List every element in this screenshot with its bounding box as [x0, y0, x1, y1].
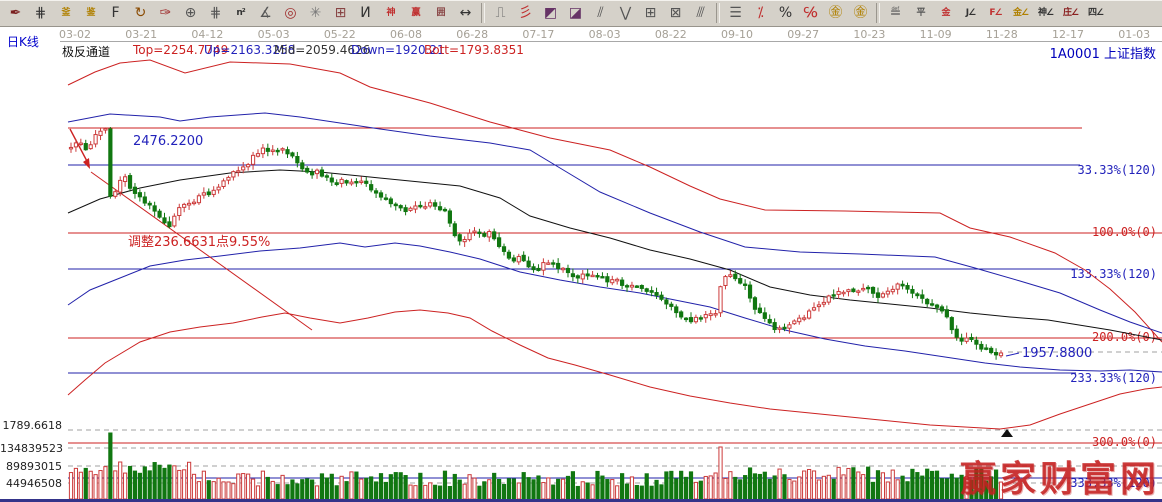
- wave-marker-icon[interactable]: И: [360, 4, 371, 21]
- date-label: 06-08: [390, 28, 422, 41]
- percent-level-label: 333.33%(120): [1070, 476, 1157, 490]
- percent-line-icon[interactable]: ⁒: [757, 4, 764, 21]
- spiral-icon[interactable]: ↻: [134, 4, 147, 21]
- toolbar-separator: [716, 3, 720, 23]
- percent-level-label: 200.0%(0): [1092, 330, 1157, 344]
- marker-pen-icon[interactable]: ✑: [159, 4, 172, 21]
- parallel-lines-icon[interactable]: ⫽: [597, 4, 604, 21]
- toolbar: ✒ ⋕ 釜 鉴 F ↻ ✑ ⊕ ⋕ n² ∡ ◎ ✳ ⊞ И 神 赢 囲 ↔ ⎍ 彡 ◩ ◪ ⫽ ⋁ ⊞ ⊠ ⫻ ☰ ⁒% ℅ ㊎㊎ ≝ 平 金 J∠…: [0, 0, 1162, 27]
- slant-lines-icon[interactable]: ⫻: [696, 4, 705, 21]
- j-angle-icon[interactable]: J∠: [965, 7, 976, 18]
- date-label: 07-17: [522, 28, 555, 41]
- watermark: 赢家财富网: [959, 458, 1160, 500]
- shen-angle-icon[interactable]: 神∠: [1037, 7, 1054, 18]
- date-label: 10-23: [853, 28, 886, 41]
- date-label: 04-12: [191, 28, 224, 41]
- percent-level-label: 100.0%(0): [1092, 225, 1157, 239]
- date-label: 01-03: [1118, 28, 1151, 41]
- signal-triangle-marker: [1001, 429, 1013, 437]
- boxed-grid-icon[interactable]: 囲: [436, 7, 445, 18]
- horizontal-span-icon[interactable]: ↔: [459, 4, 472, 21]
- measure-ruler-icon[interactable]: ☰: [729, 4, 742, 21]
- grid-icon[interactable]: ⊞: [644, 4, 657, 21]
- date-label: 09-10: [721, 28, 753, 41]
- period-label: 日K线: [7, 35, 39, 49]
- gold-circle2-icon[interactable]: ㊎: [853, 4, 868, 21]
- ying-tool-icon[interactable]: 赢: [411, 7, 420, 18]
- indicator-top: Top=2254.7749: [133, 43, 229, 57]
- date-label: 08-03: [588, 28, 621, 41]
- volume-scale-label-3: 44946508: [6, 477, 62, 490]
- gann-fan-box-icon[interactable]: ◩: [543, 4, 558, 21]
- f-tool-icon[interactable]: F: [111, 4, 120, 21]
- gold-mirror-icon[interactable]: 鉴: [86, 7, 95, 18]
- toolbar-separator: [876, 3, 880, 23]
- gold-circle-icon[interactable]: ㊎: [828, 4, 843, 21]
- date-axis: 03-02 03-21 04-12 05-03 05-22 06-08 06-28 07-17…: [0, 28, 1162, 41]
- web-grid-icon[interactable]: ⊞: [334, 4, 347, 21]
- indicator-down: Down=1920.21: [351, 43, 445, 57]
- hatch-lines-icon[interactable]: ⋕: [34, 4, 47, 21]
- last-price-label: 1957.8800: [1022, 346, 1092, 361]
- indicator-mid: Mid=2059.4626: [274, 43, 371, 57]
- date-label: 11-09: [919, 28, 952, 41]
- frame-tool-icon[interactable]: ⎍: [495, 4, 506, 21]
- date-label: 06-28: [456, 28, 489, 41]
- angle-tool-icon[interactable]: ∡: [259, 4, 272, 21]
- date-label: 12-17: [1052, 28, 1084, 41]
- percent-level-label: 33.33%(120): [1078, 163, 1157, 177]
- indicator-name: 极反通道: [62, 45, 111, 59]
- peak-price-label: 2476.2200: [133, 134, 203, 149]
- gold-angle-icon[interactable]: 金∠: [1012, 7, 1029, 18]
- percent-level-label: 300.0%(0): [1092, 435, 1157, 449]
- shen-tool-icon[interactable]: 神: [386, 7, 395, 18]
- volume-scale-label-1: 134839523: [0, 442, 63, 455]
- percent-level-label: 133.33%(120): [1070, 267, 1157, 281]
- f-angle-icon[interactable]: F∠: [989, 7, 1002, 18]
- grid-arrow-icon[interactable]: ⊠: [669, 4, 682, 21]
- list-pen-icon[interactable]: ≝: [889, 4, 902, 21]
- balance-wave-icon[interactable]: 平: [916, 7, 925, 18]
- gold-pot-icon[interactable]: 釜: [61, 7, 70, 18]
- chart-top-border: [60, 41, 1162, 42]
- percent-icon[interactable]: %: [778, 4, 793, 21]
- gold-underline-icon[interactable]: 金: [941, 7, 950, 18]
- toolbar-separator: [481, 3, 485, 23]
- gann-star-icon[interactable]: ✳: [309, 4, 322, 21]
- ruler-lines-icon[interactable]: ⋕: [209, 4, 222, 21]
- si-angle-icon[interactable]: 四∠: [1087, 7, 1104, 18]
- symbol-label: 1A0001 上证指数: [1049, 47, 1156, 62]
- correction-label: 调整236.6631点9.55%: [128, 235, 270, 250]
- zigzag-icon[interactable]: ⋁: [619, 4, 632, 21]
- pen-tool-icon[interactable]: ✒: [9, 4, 22, 21]
- gann-fan-solid-icon[interactable]: ◪: [568, 4, 583, 21]
- bottom-border: [0, 499, 1162, 502]
- indicator-bott: Bott=1793.8351: [424, 43, 524, 57]
- date-label: 05-22: [323, 28, 356, 41]
- date-label: 05-03: [257, 28, 290, 41]
- percent-retrace-icon[interactable]: ℅: [803, 4, 818, 21]
- zhuang-angle-icon[interactable]: 庄∠: [1062, 7, 1079, 18]
- date-label: 03-21: [125, 28, 158, 41]
- date-label: 03-02: [59, 28, 91, 41]
- fan-lines-icon[interactable]: 彡: [518, 4, 533, 21]
- indicator-up: Up=2163.3258: [204, 43, 296, 57]
- target-icon[interactable]: ◎: [284, 4, 297, 21]
- date-label: 11-28: [985, 28, 1018, 41]
- n-squared-icon[interactable]: n²: [236, 7, 245, 18]
- date-label: 08-22: [654, 28, 687, 41]
- volume-scale-label-2: 89893015: [6, 460, 62, 473]
- gann-circle-icon[interactable]: ⊕: [184, 4, 197, 21]
- price-scale-label: 1789.6618: [2, 419, 63, 432]
- date-label: 09-27: [787, 28, 820, 41]
- percent-level-label: 233.33%(120): [1070, 371, 1157, 385]
